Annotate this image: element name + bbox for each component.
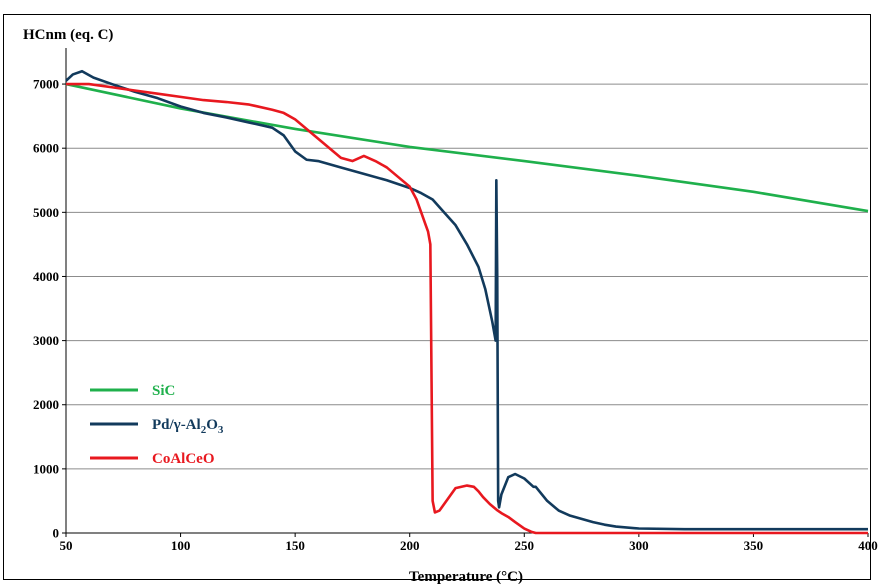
y-tick-label-1: 1000 — [33, 461, 59, 476]
series-line-1 — [65, 69, 868, 531]
x-axis-title: Temperature (°C) — [409, 569, 523, 585]
tick-labels: 0 1000 2000 3000 4000 5000 6000 7000 50 100 150 200… — [33, 77, 878, 553]
legend-label-0: SiC — [152, 383, 175, 399]
y-tick-label-4: 4000 — [33, 269, 59, 284]
series-lines — [65, 69, 869, 535]
series-line-0 — [65, 82, 869, 213]
chart-frame — [3, 14, 871, 580]
gridlines — [66, 83, 868, 470]
legend-label-2: CoAlCeO — [152, 451, 215, 467]
x-tick-label-3: 200 — [400, 538, 420, 553]
y-tick-label-6: 6000 — [33, 141, 59, 156]
legend-label-1: Pd/γ-Al2O3 — [152, 417, 224, 436]
x-tick-label-6: 350 — [744, 538, 764, 553]
x-tick-label-2: 150 — [285, 538, 305, 553]
x-tick-label-7: 400 — [858, 538, 878, 553]
series-line-2 — [66, 82, 868, 535]
x-tick-label-0: 50 — [60, 538, 73, 553]
y-tick-label-5: 5000 — [33, 205, 59, 220]
y-axis-title: HCnm (eq. C) — [23, 27, 113, 43]
x-tick-label-4: 250 — [515, 538, 535, 553]
y-tick-label-7: 7000 — [33, 77, 59, 92]
y-tick-label-3: 3000 — [33, 333, 59, 348]
y-tick-label-2: 2000 — [33, 397, 59, 412]
y-tick-label-0: 0 — [53, 526, 60, 541]
x-tick-label-1: 100 — [171, 538, 191, 553]
x-tick-label-5: 300 — [629, 538, 649, 553]
legend: SiC Pd/γ-Al2O3 CoAlCeO — [90, 383, 224, 467]
